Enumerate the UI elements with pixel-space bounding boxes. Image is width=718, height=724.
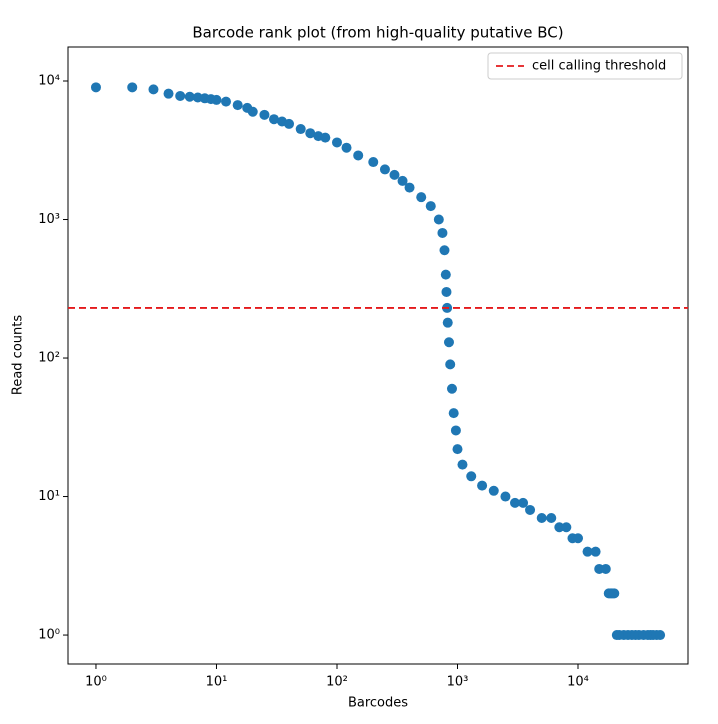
point: [368, 157, 379, 168]
point: [582, 546, 593, 557]
point: [466, 471, 477, 482]
point: [389, 169, 400, 180]
point: [573, 533, 584, 544]
y-tick-label: 10³: [38, 212, 60, 227]
x-tick-label: 10⁰: [85, 675, 107, 690]
point: [284, 118, 295, 129]
point: [163, 88, 174, 99]
point: [546, 512, 557, 523]
point: [90, 82, 101, 93]
point: [445, 359, 456, 370]
point: [247, 106, 258, 117]
x-tick-label: 10³: [447, 675, 469, 690]
point: [259, 109, 270, 120]
point: [341, 142, 352, 153]
point: [425, 201, 436, 212]
y-tick-label: 10⁰: [38, 628, 60, 643]
y-axis-label: Read counts: [11, 315, 26, 395]
point: [397, 175, 408, 186]
point: [416, 192, 427, 203]
point: [609, 588, 620, 599]
point: [127, 82, 138, 93]
point: [439, 245, 450, 256]
point: [655, 630, 666, 641]
y-tick-label: 10¹: [38, 489, 60, 504]
y-tick-label: 10²: [38, 351, 60, 366]
point: [600, 563, 611, 574]
point: [221, 96, 232, 107]
point: [441, 286, 452, 297]
point: [331, 137, 342, 148]
point: [442, 317, 453, 328]
point: [448, 408, 459, 419]
point: [433, 214, 444, 225]
x-tick-label: 10¹: [206, 675, 228, 690]
point: [450, 425, 461, 436]
point: [500, 491, 511, 502]
point: [518, 497, 529, 508]
point: [437, 227, 448, 238]
point: [295, 124, 306, 135]
point: [184, 91, 195, 102]
legend-box: [487, 52, 683, 80]
point: [148, 84, 159, 95]
x-axis-label: Barcodes: [348, 696, 408, 711]
legend-label: cell calling threshold: [532, 59, 666, 74]
point: [175, 90, 186, 101]
chart-title: Barcode rank plot (from high-quality put…: [192, 24, 563, 42]
point: [488, 485, 499, 496]
point: [536, 512, 547, 523]
point: [446, 383, 457, 394]
point: [477, 480, 488, 491]
y-tick-label: 10⁴: [38, 74, 60, 89]
point: [232, 100, 243, 111]
point: [404, 182, 415, 193]
x-tick-label: 10⁴: [567, 675, 589, 690]
point: [554, 522, 565, 533]
point: [305, 128, 316, 139]
point: [440, 269, 451, 280]
point: [452, 444, 463, 455]
point: [379, 164, 390, 175]
plot-frame: [67, 46, 689, 665]
x-tick-label: 10²: [326, 675, 348, 690]
point: [561, 522, 572, 533]
point: [443, 337, 454, 348]
point: [457, 459, 468, 470]
point: [268, 114, 279, 125]
point: [525, 504, 536, 515]
point: [353, 150, 364, 161]
point: [590, 546, 601, 557]
point: [211, 94, 222, 105]
point: [320, 132, 331, 143]
point: [509, 497, 520, 508]
